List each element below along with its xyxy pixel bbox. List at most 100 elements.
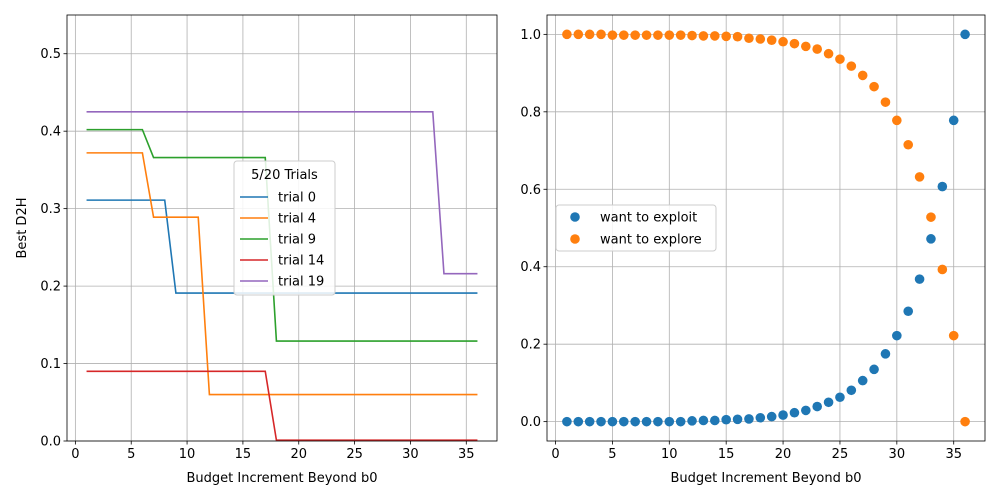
scatter-point-want-to-explore [835,54,845,64]
right-chart-ticks: 0 5 10 15 20 25 30 35 0.0 0.2 0.4 0.6 0.8 1.0 [520,28,962,462]
scatter-point-want-to-exploit [846,385,857,396]
scatter-point-want-to-exploit [880,349,891,359]
right-chart-x-tick-label: 5 [608,447,616,462]
scatter-point-want-to-exploit [926,234,936,244]
scatter-point-want-to-exploit [698,415,709,426]
scatter-point-want-to-explore [721,31,731,42]
scatter-point-want-to-exploit [778,410,788,420]
scatter-point-want-to-exploit [948,115,959,126]
left-chart-x-tick-label: 30 [402,447,419,462]
right-chart-x-tick-label: 35 [945,447,962,462]
scatter-point-want-to-explore [562,29,572,40]
scatter-point-want-to-exploit [801,405,811,416]
right-chart-x-tick-label: 25 [832,447,849,462]
scatter-point-want-to-exploit [687,416,697,426]
left-chart-x-tick-label: 0 [71,447,79,462]
legend-label: want to exploit [600,211,697,226]
scatter-point-want-to-explore [880,97,891,107]
scatter-point-want-to-explore [857,70,868,81]
scatter-point-want-to-exploit [675,416,686,427]
legend-label: want to explore [600,233,702,248]
scatter-point-want-to-explore [584,29,595,40]
scatter-point-want-to-exploit [892,330,902,341]
scatter-point-want-to-explore [607,30,618,40]
scatter-point-want-to-explore [653,30,663,40]
right-chart-x-tick-label: 10 [661,447,678,462]
scatter-point-want-to-exploit [789,407,800,418]
scatter-point-want-to-explore [869,81,879,92]
series-line-trial-9 [86,128,478,342]
scatter-point-want-to-explore [573,29,584,40]
left-chart-x-axis-label: Budget Increment Beyond b0 [186,471,377,486]
scatter-point-want-to-exploit [960,29,970,40]
left-chart-x-tick-label: 5 [127,447,135,462]
left-chart-legend-box [233,160,336,296]
legend-label: trial 19 [278,275,324,290]
left-chart-legend: 5/20 Trials trial 0 trial 4 trial 9 trial 1… [233,160,336,296]
scatter-point-want-to-exploit [755,412,766,423]
scatter-point-want-to-exploit [857,375,868,386]
scatter-point-want-to-exploit [607,416,618,427]
right-chart-y-tick-label: 0.0 [520,415,541,430]
legend-label: trial 0 [278,191,316,206]
left-chart-x-tick-label: 25 [346,447,363,462]
left-chart-y-axis-label: Best D2H [15,198,30,259]
scatter-point-want-to-explore [926,212,936,222]
right-chart-y-tick-label: 0.8 [520,105,541,120]
series-line-trial-4 [86,152,478,396]
scatter-point-want-to-explore [937,264,948,275]
scatter-point-want-to-explore [903,139,914,150]
left-chart-y-tick-label: 0.4 [40,125,61,140]
right-chart-y-tick-label: 0.2 [520,338,541,353]
scatter-point-want-to-explore [846,61,857,71]
scatter-point-want-to-exploit [937,181,948,192]
scatter-point-want-to-explore [675,30,686,40]
right-chart-legend-box [555,204,717,252]
left-chart-ticks: 0 5 10 15 20 25 30 35 0.0 0.1 0.2 0.3 0.4 0.5 [40,47,474,462]
scatter-point-want-to-exploit [721,414,731,425]
scatter-point-want-to-exploit [914,274,925,284]
right-chart-x-axis-label: Budget Increment Beyond b0 [670,471,861,486]
scatter-point-want-to-exploit [835,392,845,403]
scatter-point-want-to-explore [823,48,834,59]
right-chart-y-tick-label: 0.6 [520,183,541,198]
left-chart-y-tick-label: 0.1 [40,357,61,372]
scatter-point-want-to-explore [687,30,697,41]
scatter-point-want-to-explore [914,172,925,182]
left-chart-frame [66,14,498,442]
scatter-point-want-to-exploit [710,415,720,426]
series-line-trial-19 [86,111,478,275]
left-chart-x-tick-label: 15 [235,447,252,462]
scatter-point-want-to-exploit [903,306,914,317]
scatter-point-want-to-explore [732,31,743,42]
scatter-point-want-to-exploit [653,416,663,427]
series-line-trial-14 [86,370,478,442]
scatter-point-want-to-exploit [823,397,834,408]
left-chart-panel: 0 5 10 15 20 25 30 35 0.0 0.1 0.2 0.3 0.4 0.5 Budget … [15,14,498,486]
right-chart-frame [546,14,986,442]
scatter-point-want-to-exploit [596,416,606,427]
scatter-point-want-to-explore [618,30,629,40]
scatter-point-want-to-exploit [664,416,675,427]
right-chart-legend: want to exploit want to explore [555,204,717,252]
scatter-point-want-to-exploit [812,401,822,412]
scatter-point-want-to-exploit [641,416,652,427]
scatter-point-want-to-explore [948,330,959,341]
legend-label: trial 14 [278,254,324,269]
right-chart-x-tick-label: 0 [551,447,559,462]
left-chart-legend-title: 5/20 Trials [251,168,318,183]
scatter-point-want-to-explore [801,41,811,52]
scatter-point-want-to-exploit [562,416,572,427]
scatter-point-want-to-explore [789,38,800,49]
scatter-point-want-to-explore [710,31,720,41]
right-chart-y-tick-label: 0.4 [520,260,541,275]
left-chart-y-tick-label: 0.2 [40,280,61,295]
right-chart-panel: 0 5 10 15 20 25 30 35 0.0 0.2 0.4 0.6 0.8 1.0 Budget … [520,14,986,486]
right-chart-y-tick-label: 1.0 [520,28,541,43]
scatter-point-want-to-exploit [618,416,629,427]
scatter-point-want-to-explore [596,29,606,40]
scatter-point-want-to-explore [778,36,788,47]
scatter-point-want-to-explore [960,416,970,427]
